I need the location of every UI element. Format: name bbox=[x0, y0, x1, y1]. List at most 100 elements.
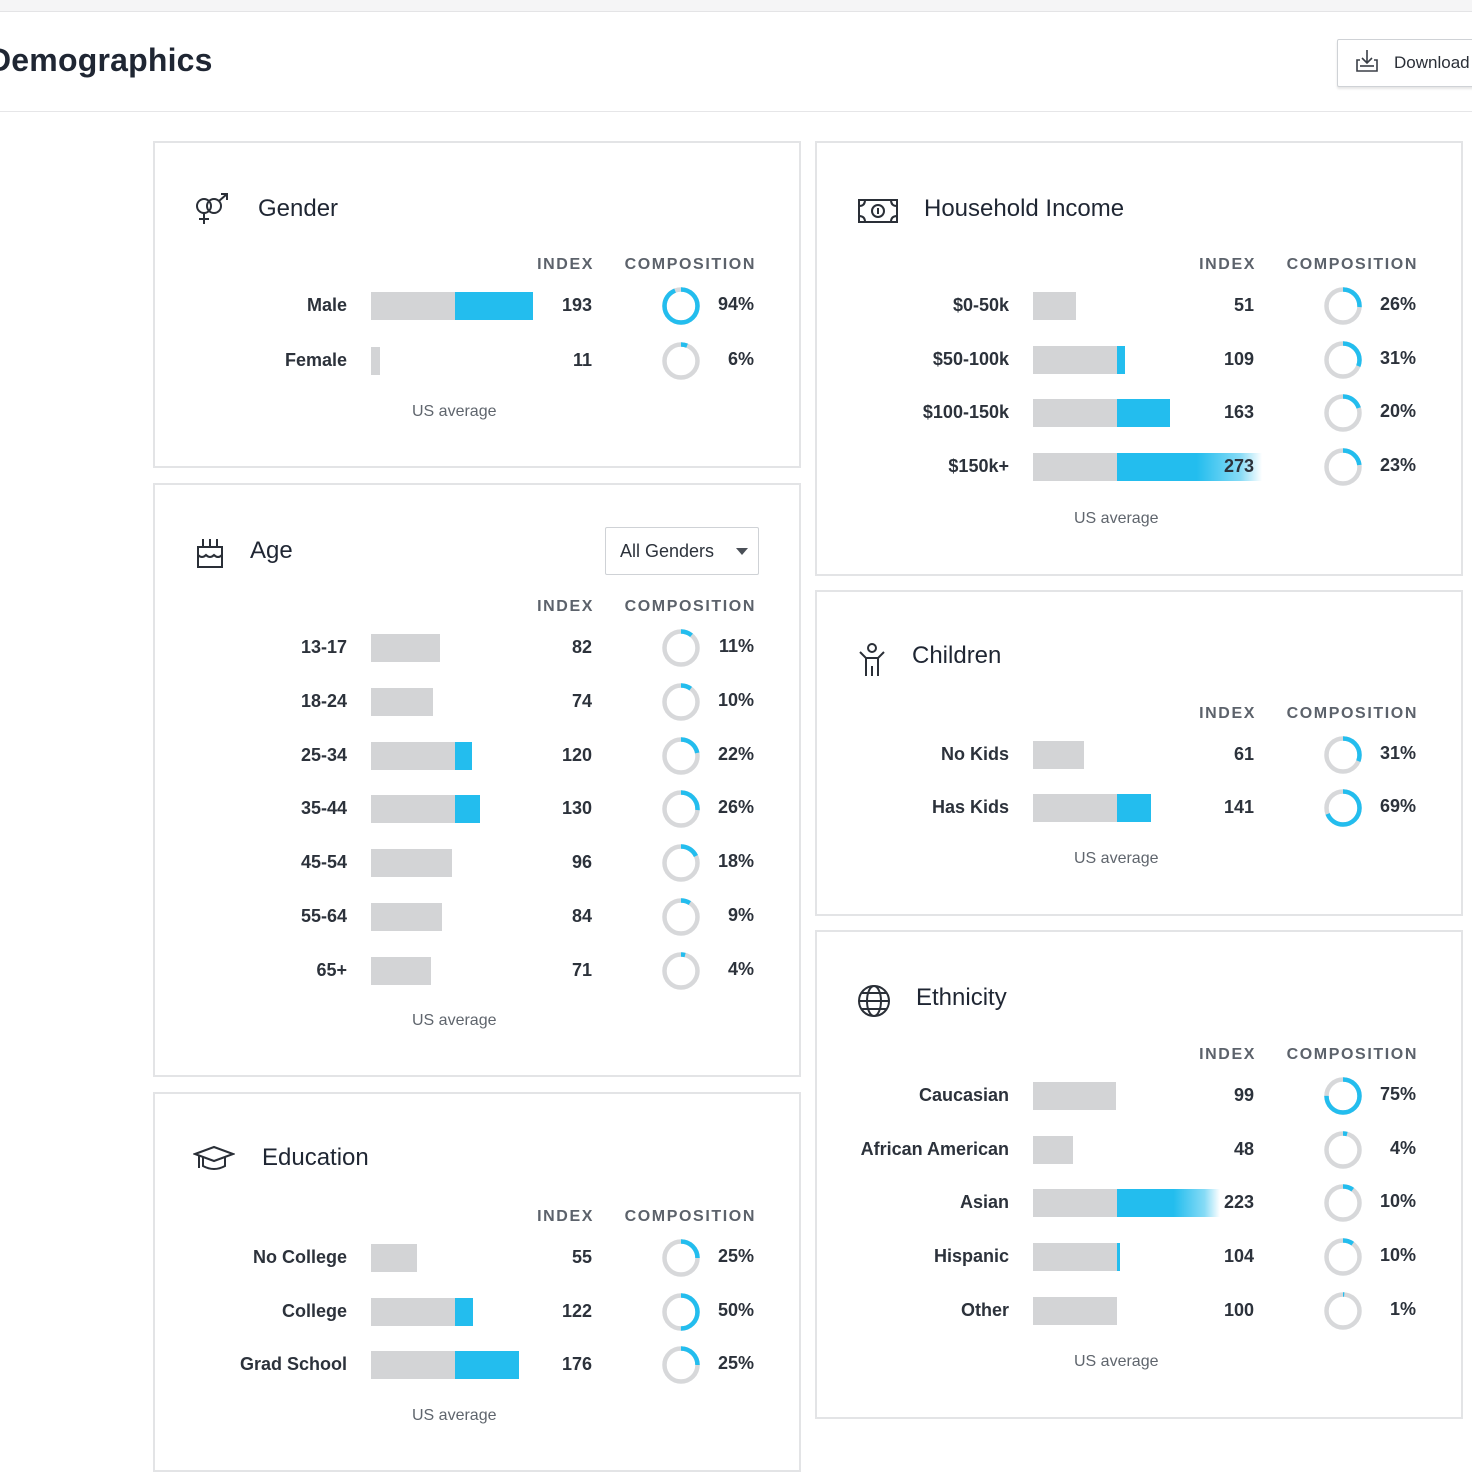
composition-value: 31% bbox=[1379, 347, 1416, 368]
index-bar bbox=[371, 903, 442, 931]
gender-filter-select[interactable]: All Genders bbox=[605, 527, 759, 575]
composition-arc bbox=[662, 844, 700, 882]
index-value: 163 bbox=[1223, 402, 1254, 423]
composition-donut bbox=[1323, 1076, 1363, 1116]
index-column-header: INDEX bbox=[1199, 256, 1256, 273]
index-bar-excess bbox=[1117, 399, 1170, 428]
gender-filter-value: All Genders bbox=[620, 540, 715, 561]
row-label: $50-100k bbox=[932, 348, 1009, 369]
index-bar-baseline bbox=[1033, 794, 1117, 822]
index-bar bbox=[1033, 741, 1085, 769]
composition-arc bbox=[1324, 1184, 1362, 1223]
composition-value: 10% bbox=[717, 689, 754, 710]
composition-column-header: COMPOSITION bbox=[624, 256, 756, 273]
index-bar bbox=[371, 1351, 519, 1379]
education-title: Education bbox=[262, 1144, 369, 1171]
composition-column-header: COMPOSITION bbox=[1286, 1046, 1418, 1063]
composition-donut bbox=[661, 736, 701, 776]
index-value: 223 bbox=[1223, 1192, 1254, 1213]
index-bar bbox=[1033, 1135, 1074, 1164]
composition-donut bbox=[1323, 393, 1363, 433]
row-label: 55-64 bbox=[300, 906, 347, 926]
row-label: Caucasian bbox=[918, 1085, 1009, 1105]
index-bar-baseline bbox=[1033, 1243, 1117, 1272]
us-average-label: US average bbox=[1074, 510, 1159, 527]
index-value: 100 bbox=[1223, 1299, 1254, 1320]
index-value: 176 bbox=[561, 1354, 592, 1374]
index-bar bbox=[1033, 1189, 1221, 1218]
composition-value: 20% bbox=[1379, 401, 1416, 422]
index-value: 71 bbox=[571, 959, 592, 980]
composition-donut bbox=[661, 628, 701, 668]
composition-donut bbox=[661, 951, 701, 991]
row-label: Male bbox=[306, 295, 347, 315]
download-icon bbox=[1354, 48, 1380, 79]
composition-value: 94% bbox=[717, 294, 754, 314]
composition-value: 4% bbox=[1389, 1137, 1416, 1158]
index-bar bbox=[1033, 453, 1263, 482]
index-bar-baseline bbox=[1033, 345, 1117, 374]
index-bar-baseline bbox=[371, 849, 452, 878]
index-bar-excess bbox=[455, 1297, 474, 1326]
composition-donut bbox=[1323, 735, 1363, 775]
composition-donut bbox=[1323, 447, 1363, 487]
age-card: Age All Genders INDEX COMPOSITION 13-17 82 1… bbox=[153, 483, 801, 1077]
row-label: College bbox=[281, 1300, 347, 1321]
graduation-cap-icon bbox=[192, 1144, 236, 1179]
composition-value: 1% bbox=[1389, 1298, 1416, 1319]
index-bar bbox=[371, 687, 434, 716]
index-bar bbox=[371, 741, 472, 770]
composition-arc bbox=[1324, 394, 1362, 433]
index-value: 273 bbox=[1223, 456, 1254, 477]
row-label: 45-54 bbox=[300, 852, 347, 873]
composition-arc bbox=[1324, 736, 1362, 774]
index-bar bbox=[1033, 1243, 1121, 1272]
index-bar bbox=[1033, 399, 1170, 428]
row-label: $150k+ bbox=[948, 456, 1009, 477]
row-label: 25-34 bbox=[300, 744, 347, 765]
composition-arc bbox=[662, 341, 700, 380]
composition-value: 23% bbox=[1379, 455, 1416, 476]
gender-title: Gender bbox=[258, 195, 339, 222]
row-label: $0-50k bbox=[952, 295, 1009, 315]
index-value: 48 bbox=[1233, 1138, 1254, 1159]
composition-donut bbox=[1323, 1237, 1363, 1277]
composition-donut bbox=[1323, 1130, 1363, 1170]
composition-value: 18% bbox=[717, 851, 754, 872]
composition-donut bbox=[1323, 1183, 1363, 1223]
index-bar-baseline bbox=[371, 903, 442, 931]
index-bar-baseline bbox=[1033, 1189, 1117, 1218]
index-bar-baseline bbox=[371, 1297, 455, 1326]
composition-value: 25% bbox=[717, 1246, 754, 1266]
index-bar-baseline bbox=[1033, 292, 1076, 320]
composition-donut bbox=[661, 1238, 701, 1278]
composition-arc bbox=[662, 683, 700, 721]
row-label: 65+ bbox=[316, 959, 347, 980]
us-average-label: US average bbox=[412, 1012, 497, 1029]
index-bar bbox=[371, 795, 481, 824]
composition-arc bbox=[662, 898, 700, 936]
composition-value: 75% bbox=[1379, 1084, 1416, 1104]
index-bar-baseline bbox=[371, 346, 381, 375]
index-bar-baseline bbox=[1033, 1135, 1074, 1164]
index-bar-baseline bbox=[1033, 741, 1085, 769]
composition-arc bbox=[1324, 1130, 1362, 1169]
composition-value: 10% bbox=[1379, 1191, 1416, 1212]
composition-donut bbox=[1323, 340, 1363, 380]
download-button[interactable]: Download bbox=[1337, 39, 1472, 87]
us-average-label: US average bbox=[1074, 1353, 1159, 1370]
index-bar-excess bbox=[1117, 794, 1152, 822]
index-value: 122 bbox=[561, 1300, 592, 1321]
us-average-label: US average bbox=[412, 403, 497, 420]
composition-value: 25% bbox=[717, 1353, 754, 1373]
composition-column-header: COMPOSITION bbox=[624, 598, 756, 615]
top-strip bbox=[0, 0, 1472, 12]
index-bar-baseline bbox=[1033, 399, 1117, 428]
composition-arc bbox=[662, 629, 700, 667]
composition-donut bbox=[661, 789, 701, 829]
index-bar-baseline bbox=[371, 1351, 455, 1379]
chevron-down-icon bbox=[736, 548, 748, 555]
index-bar bbox=[371, 634, 440, 662]
composition-arc bbox=[1324, 448, 1362, 486]
us-average-label: US average bbox=[412, 1407, 497, 1424]
